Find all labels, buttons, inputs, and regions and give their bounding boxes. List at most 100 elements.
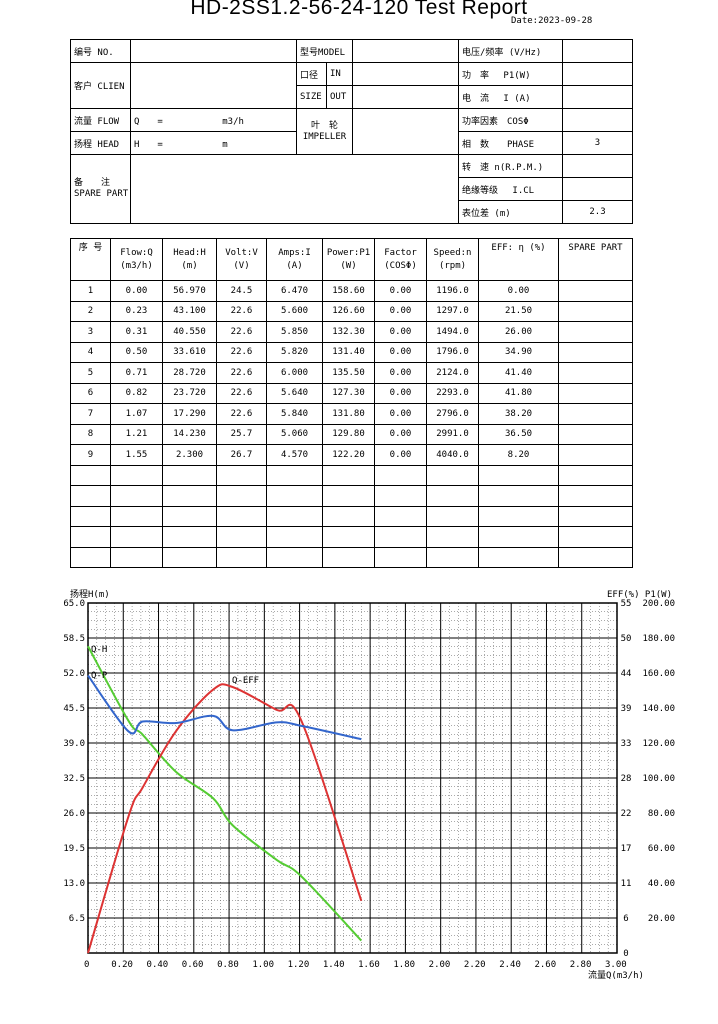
table-cell [426, 546, 479, 568]
table-header-line2: (COSΦ) [384, 260, 417, 271]
speed-value [562, 154, 633, 178]
power-tick-label: 40.00 [648, 879, 675, 889]
x-tick-label: 3.00 [605, 960, 627, 970]
power-value [562, 62, 633, 86]
table-cell: 0.23 [110, 300, 163, 322]
spare-label-cell: 备 注 SPARE PART [70, 154, 131, 224]
table-cell: 0.00 [374, 423, 427, 445]
table-header-cell: SPARE PART [558, 238, 633, 281]
power-label: 功 率 P1(W) [458, 62, 563, 86]
x-tick-label: 2.80 [570, 960, 592, 970]
table-cell: 7 [70, 403, 111, 425]
table-cell: 0.00 [374, 300, 427, 322]
table-cell [558, 485, 633, 507]
flow-q: Q = [134, 116, 163, 127]
header-table: 编号 NO. 型号MODEL 电压/频率 (V/Hz) 客户 CLIEN 口径 … [70, 39, 633, 224]
table-cell: 0.00 [374, 362, 427, 384]
table-cell [478, 546, 559, 568]
table-cell: 5.850 [266, 321, 323, 343]
eff-tick-label: 33 [621, 739, 632, 749]
table-header-line2: (W) [340, 260, 357, 271]
table-cell [162, 464, 217, 486]
table-header-cell: Speed:n (rpm) [426, 238, 479, 281]
table-row: 5 0.71 28.720 22.6 6.000 135.50 0.00 2124.0 41.4… [70, 362, 633, 384]
table-cell: 6.000 [266, 362, 323, 384]
table-row [70, 485, 633, 507]
power-tick-label: 100.00 [642, 774, 675, 784]
table-cell [216, 464, 267, 486]
table-cell: 5 [70, 362, 111, 384]
table-cell: 17.290 [162, 403, 217, 425]
insul-label: 绝缘等级 I.CL [458, 177, 563, 201]
y-tick-label: 19.5 [63, 844, 85, 854]
table-cell: 0.50 [110, 341, 163, 363]
table-header-line2: (m3/h) [120, 260, 153, 271]
eff-tick-label: 22 [621, 809, 632, 819]
pf-label: 功率因素 COSΦ [458, 108, 563, 132]
head-label: 扬程 HEAD [70, 131, 131, 155]
table-cell: 0.31 [110, 321, 163, 343]
x-tick-label: 1.60 [358, 960, 380, 970]
table-cell: 135.50 [322, 362, 375, 384]
table-cell [216, 485, 267, 507]
x-tick-label: 1.40 [323, 960, 345, 970]
table-cell [478, 485, 559, 507]
eff-tick-label: 39 [621, 704, 632, 714]
power-tick-label: 120.00 [642, 739, 675, 749]
table-cell [110, 546, 163, 568]
current-value [562, 85, 633, 109]
eff-tick-label: 0 [623, 949, 628, 959]
table-cell [162, 546, 217, 568]
y-tick-label: 13.0 [63, 879, 85, 889]
flow-label: 流量 FLOW [70, 108, 131, 132]
report-date: Date:2023-09-28 [511, 16, 593, 26]
eff-tick-label: 44 [621, 669, 632, 679]
table-row: 7 1.07 17.290 22.6 5.840 131.80 0.00 2796.0 38.2… [70, 403, 633, 425]
table-cell: 132.30 [322, 321, 375, 343]
x-axis-title: 流量Q(m3/h) [588, 969, 644, 981]
table-cell: 23.720 [162, 382, 217, 404]
eff-tick-label: 6 [623, 914, 628, 924]
plot-frame [87, 602, 618, 954]
table-cell: 8.20 [478, 444, 559, 466]
table-cell [558, 505, 633, 527]
table-cell [374, 505, 427, 527]
table-cell [70, 464, 111, 486]
table-cell: 1297.0 [426, 300, 479, 322]
table-cell: 5.600 [266, 300, 323, 322]
x-tick-label: 2.60 [534, 960, 556, 970]
table-cell [374, 485, 427, 507]
table-row [70, 546, 633, 568]
table-cell: 25.7 [216, 423, 267, 445]
table-header-line1: 序 号 [78, 243, 103, 253]
client-label: 客户 CLIEN [70, 62, 131, 109]
table-header-cell: EFF: η (%) [478, 238, 559, 281]
table-cell: 0.82 [110, 382, 163, 404]
table-cell [558, 464, 633, 486]
head-unit: m [222, 139, 228, 150]
table-cell: 26.00 [478, 321, 559, 343]
voltage-label: 电压/频率 (V/Hz) [458, 39, 563, 63]
table-cell: 1.21 [110, 423, 163, 445]
table-cell [558, 403, 633, 425]
table-row: 4 0.50 33.610 22.6 5.820 131.40 0.00 1796.0 34.9… [70, 341, 633, 363]
table-cell: 5.640 [266, 382, 323, 404]
table-cell [110, 485, 163, 507]
impeller-label: 叶 轮 [310, 120, 338, 131]
table-cell: 0.00 [374, 280, 427, 302]
table-cell [374, 546, 427, 568]
size-label: SIZE [296, 85, 327, 109]
eff-tick-label: 55 [621, 599, 632, 609]
table-cell: 1.07 [110, 403, 163, 425]
table-header-line1: Flow:Q [120, 247, 153, 258]
table-header-line1: Head:H [173, 247, 206, 258]
table-header-cell: Volt:V (V) [216, 238, 267, 281]
table-cell [70, 526, 111, 548]
table-cell: 1796.0 [426, 341, 479, 363]
model-label: 型号MODEL [296, 39, 353, 63]
spare-label: 备 注 [74, 178, 111, 188]
table-cell [478, 464, 559, 486]
table-cell: 127.30 [322, 382, 375, 404]
x-tick-label: 2.40 [499, 960, 521, 970]
eff-tick-label: 17 [621, 844, 632, 854]
